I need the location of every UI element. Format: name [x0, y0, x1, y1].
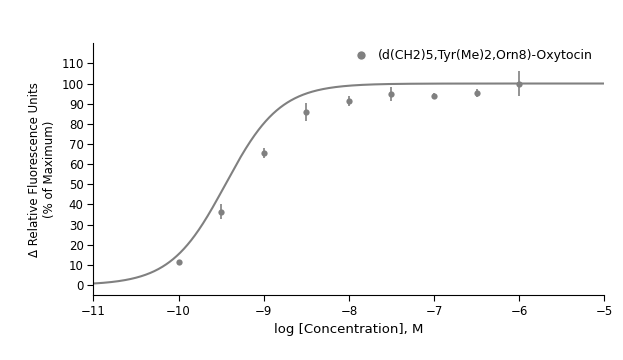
Legend: (d(CH2)5,Tyr(Me)2,Orn8)-Oxytocin: (d(CH2)5,Tyr(Me)2,Orn8)-Oxytocin: [348, 49, 593, 62]
Y-axis label: Δ Relative Fluorescence Units
(% of Maximum): Δ Relative Fluorescence Units (% of Maxi…: [28, 82, 56, 257]
X-axis label: log [Concentration], M: log [Concentration], M: [274, 324, 424, 337]
